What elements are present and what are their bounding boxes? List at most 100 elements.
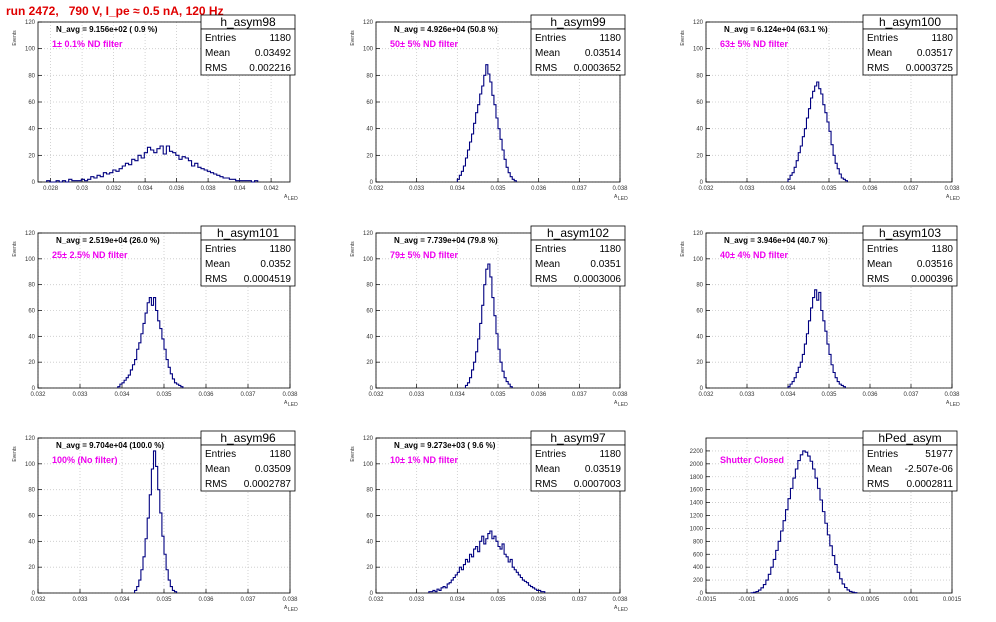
stats-value: 0.000396: [911, 274, 953, 285]
histogram-line: [46, 145, 259, 183]
histogram-line: [117, 297, 184, 388]
stats-value: 0.002216: [249, 63, 291, 74]
y-tick-label: 60: [696, 100, 703, 106]
y-tick-label: 20: [28, 153, 35, 159]
y-axis-label: Events: [12, 241, 18, 257]
y-tick-label: 120: [693, 231, 704, 237]
y-tick-label: 60: [366, 309, 373, 315]
y-axis-label: Events: [12, 30, 18, 46]
x-tick-label: 0.034: [780, 186, 796, 192]
x-tick-label: 0.034: [138, 186, 154, 192]
x-tick-label: 0.035: [490, 597, 506, 603]
stats-title: h_asym96: [220, 431, 276, 445]
pad-h_asym98: 0.028 0.03 0.032 0.034 0.036 0.038 0.04 0.042 0 2…: [12, 14, 298, 202]
stats-box: [530, 444, 626, 492]
x-tick-label: 0.001: [903, 597, 919, 603]
navg-label: N_avg = 9.704e+04 (100.0 %): [56, 441, 164, 450]
filter-label: 1± 0.1% ND filter: [52, 39, 123, 49]
histogram-line: [750, 450, 858, 594]
stats-value: 0.03516: [917, 259, 954, 270]
stats-label: RMS: [535, 274, 558, 285]
x-tick-label: 0.032: [698, 186, 714, 192]
stats-label: Entries: [205, 244, 236, 255]
stats-value: 1180: [599, 33, 621, 44]
y-tick-label: 1000: [690, 526, 704, 532]
x-tick-label: 0.036: [198, 597, 214, 603]
stats-value: 0.0004519: [244, 274, 292, 285]
y-tick-label: 800: [693, 539, 704, 545]
x-axis-label-sub: LED: [618, 402, 628, 408]
pad-h_asym97: 0.032 0.033 0.034 0.035 0.036 0.037 0.038 0 20 40…: [350, 430, 628, 613]
y-tick-label: 0: [32, 180, 36, 186]
x-tick-label: 0.038: [282, 597, 298, 603]
stats-label: Mean: [205, 259, 230, 270]
x-tick-label: 0.036: [862, 392, 878, 398]
pad-hPed_asym: -0.0015 -0.001 -0.0005 0 0.0005 0.001 0.0015 0 2…: [690, 430, 962, 603]
stats-label: RMS: [867, 63, 890, 74]
stats-label: Entries: [535, 449, 566, 460]
y-tick-label: 80: [696, 283, 703, 289]
y-tick-label: 120: [25, 20, 36, 26]
y-tick-label: 1200: [690, 514, 704, 520]
x-axis-label: A: [284, 400, 288, 406]
stats-label: Entries: [205, 33, 236, 44]
y-tick-label: 100: [25, 462, 36, 468]
navg-label: N_avg = 6.124e+04 (63.1 %): [724, 25, 828, 34]
stats-box: [200, 239, 296, 287]
y-axis-label: Events: [350, 241, 356, 257]
plot-frame: [705, 21, 953, 183]
x-tick-label: 0.038: [201, 186, 217, 192]
stats-value: 51977: [925, 449, 953, 460]
plot-frame: [37, 437, 291, 594]
y-tick-label: 2200: [690, 449, 704, 455]
x-tick-label: 0.037: [572, 597, 588, 603]
stats-label: Entries: [205, 449, 236, 460]
plot-frame: [37, 232, 291, 389]
y-tick-label: 200: [693, 578, 704, 584]
y-tick-label: 100: [25, 47, 36, 53]
x-axis-label-sub: LED: [618, 196, 628, 202]
stats-label: Mean: [867, 464, 892, 475]
navg-label: N_avg = 3.946e+04 (40.7 %): [724, 236, 828, 245]
x-axis-label-sub: LED: [288, 402, 298, 408]
stats-value: 1180: [599, 449, 621, 460]
stats-label: RMS: [535, 63, 558, 74]
pad-h_asym99: 0.032 0.033 0.034 0.035 0.036 0.037 0.038 0 20 40…: [350, 14, 628, 202]
y-tick-label: 20: [366, 153, 373, 159]
filter-label: Shutter Closed: [720, 455, 784, 465]
navg-label: N_avg = 4.926e+04 (50.8 %): [394, 25, 498, 34]
x-axis-label-sub: LED: [950, 402, 960, 408]
x-tick-label: 0.0015: [943, 597, 962, 603]
x-tick-label: 0.032: [30, 597, 46, 603]
x-tick-label: 0.037: [903, 392, 919, 398]
stats-value: 0.0003006: [574, 274, 622, 285]
stats-title: h_asym102: [547, 226, 609, 240]
filter-label: 25± 2.5% ND filter: [52, 250, 128, 260]
y-tick-label: 40: [366, 539, 373, 545]
stats-value: 0.03517: [917, 48, 954, 59]
stats-label: RMS: [205, 479, 228, 490]
stats-label: Mean: [205, 464, 230, 475]
x-axis-label: A: [614, 605, 618, 611]
stats-value: 1180: [931, 244, 953, 255]
y-tick-label: 120: [693, 20, 704, 26]
filter-label: 50± 5% ND filter: [390, 39, 458, 49]
y-tick-label: 400: [693, 565, 704, 571]
x-axis-label: A: [946, 194, 950, 200]
y-tick-label: 2000: [690, 462, 704, 468]
x-tick-label: 0.036: [862, 186, 878, 192]
stats-label: Mean: [535, 464, 560, 475]
plot-frame: [705, 232, 953, 389]
stats-label: Mean: [867, 259, 892, 270]
y-tick-label: 1600: [690, 488, 704, 494]
x-axis-label: A: [284, 194, 288, 200]
y-tick-label: 0: [32, 386, 36, 392]
x-tick-label: 0.033: [409, 392, 425, 398]
filter-label: 10± 1% ND filter: [390, 455, 458, 465]
navg-label: N_avg = 9.273e+03 ( 9.6 %): [394, 441, 496, 450]
x-tick-label: 0.038: [612, 392, 628, 398]
filter-label: 100% (No filter): [52, 455, 118, 465]
x-tick-label: 0.032: [368, 597, 384, 603]
y-axis-label: Events: [350, 30, 356, 46]
pad-h_asym102: 0.032 0.033 0.034 0.035 0.036 0.037 0.038 0 20 40…: [350, 225, 628, 408]
